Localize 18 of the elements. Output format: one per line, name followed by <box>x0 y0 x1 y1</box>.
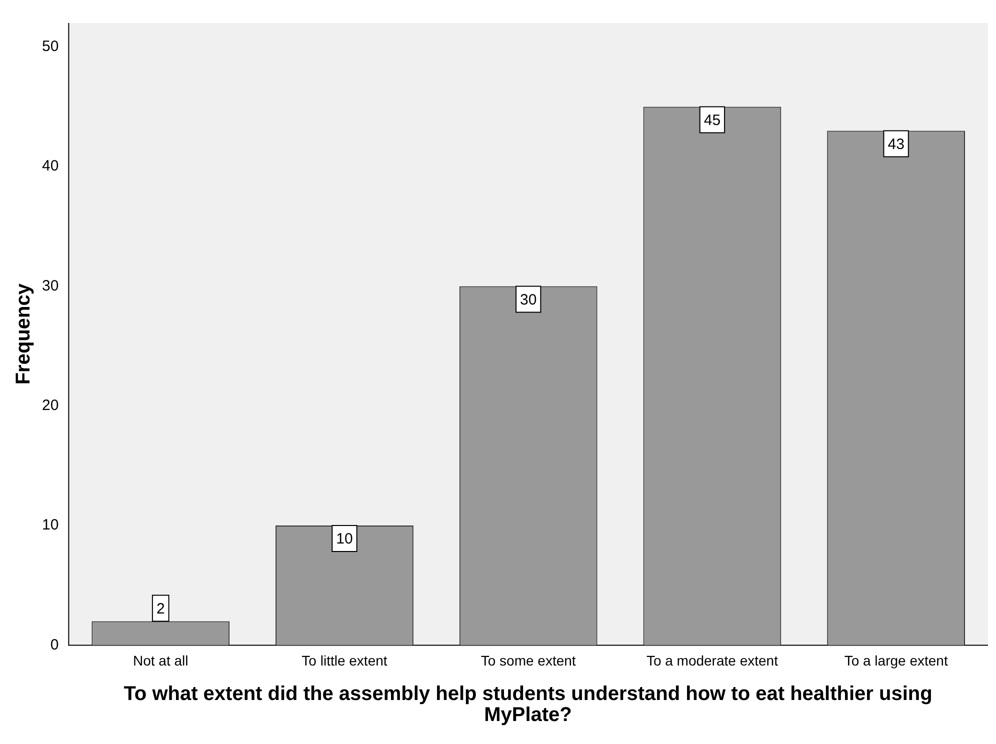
y-tick-label: 20 <box>42 397 59 414</box>
y-tick-label: 10 <box>42 516 59 534</box>
y-tick-label: 50 <box>42 38 59 56</box>
x-tick-label: Not at all <box>132 652 188 668</box>
x-axis-title: To what extent did the assembly help students understand how to eat healthier using MyPlate? <box>122 683 934 726</box>
data-label: 45 <box>704 112 721 129</box>
data-label: 2 <box>156 600 165 618</box>
y-tick-label: 30 <box>42 277 59 294</box>
y-axis-title: Frequency <box>12 282 35 385</box>
x-tick-label: To little extent <box>302 652 388 668</box>
data-label: 43 <box>888 136 904 153</box>
y-tick-label: 40 <box>42 158 59 175</box>
x-tick-label: To some extent <box>480 652 576 668</box>
data-label: 10 <box>336 530 353 548</box>
y-tick-label: 0 <box>50 636 59 654</box>
x-tick-label: To a moderate extent <box>646 652 778 668</box>
x-tick-label: To a large extent <box>844 652 948 668</box>
data-label: 30 <box>520 291 537 308</box>
